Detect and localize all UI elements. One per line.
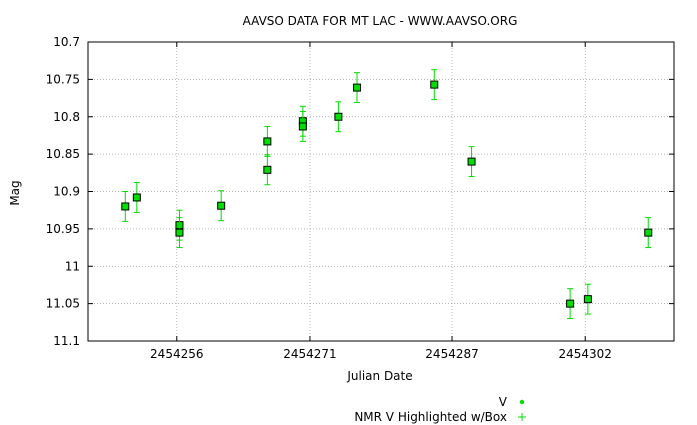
highlight-box bbox=[353, 83, 362, 92]
legend-label-v: V bbox=[499, 395, 508, 409]
y-tick-label: 10.85 bbox=[46, 147, 80, 161]
y-tick-label: 11 bbox=[65, 259, 80, 273]
y-tick-label: 10.75 bbox=[46, 72, 80, 86]
data-point bbox=[467, 146, 476, 178]
highlight-box bbox=[644, 228, 653, 237]
highlight-box bbox=[263, 137, 272, 146]
data-point bbox=[430, 69, 439, 101]
data-point bbox=[298, 111, 307, 142]
x-axis-label: Julian Date bbox=[346, 369, 412, 383]
highlight-box bbox=[217, 201, 226, 210]
data-points bbox=[121, 69, 653, 320]
data-point bbox=[644, 217, 653, 249]
highlight-box bbox=[566, 299, 575, 308]
y-tick-label: 10.8 bbox=[53, 110, 80, 124]
x-tick-label: 2454287 bbox=[425, 347, 478, 361]
data-point bbox=[217, 190, 226, 222]
x-tick-label: 2454271 bbox=[283, 347, 336, 361]
data-point bbox=[175, 217, 184, 249]
y-tick-label: 10.95 bbox=[46, 222, 80, 236]
legend-marker-v bbox=[519, 399, 525, 405]
grid bbox=[88, 42, 674, 341]
legend-label-nmr: NMR V Highlighted w/Box bbox=[354, 410, 507, 424]
x-tick-label: 2454302 bbox=[558, 347, 611, 361]
y-tick-label: 11.1 bbox=[53, 334, 80, 348]
highlight-box bbox=[467, 157, 476, 166]
highlight-box bbox=[298, 122, 307, 131]
data-point bbox=[334, 101, 343, 133]
legend-marker-nmr bbox=[518, 413, 526, 421]
y-tick-label: 10.9 bbox=[53, 185, 80, 199]
data-point bbox=[353, 72, 362, 104]
axis-ticks: 10.7 10.75 10.8 10.85 10.9 10.95 11 11.05 11.1 24… bbox=[46, 35, 674, 361]
chart-title: AAVSO DATA FOR MT LAC - WWW.AAVSO.ORG bbox=[243, 14, 518, 28]
highlight-box bbox=[175, 228, 184, 237]
highlight-box bbox=[334, 112, 343, 121]
data-point bbox=[121, 191, 130, 222]
data-point bbox=[583, 283, 592, 315]
highlight-box bbox=[132, 193, 141, 202]
highlight-box bbox=[430, 80, 439, 89]
data-point bbox=[263, 125, 272, 157]
y-axis-label: Mag bbox=[8, 180, 22, 205]
y-tick-label: 11.05 bbox=[46, 297, 80, 311]
x-tick-label: 2454256 bbox=[150, 347, 203, 361]
highlight-box bbox=[121, 202, 130, 211]
legend: V NMR V Highlighted w/Box bbox=[354, 395, 526, 424]
highlight-box bbox=[263, 165, 272, 174]
data-point bbox=[566, 288, 575, 320]
data-point bbox=[263, 154, 272, 186]
highlight-box bbox=[583, 295, 592, 304]
y-tick-label: 10.7 bbox=[53, 35, 80, 49]
data-point bbox=[132, 182, 141, 213]
